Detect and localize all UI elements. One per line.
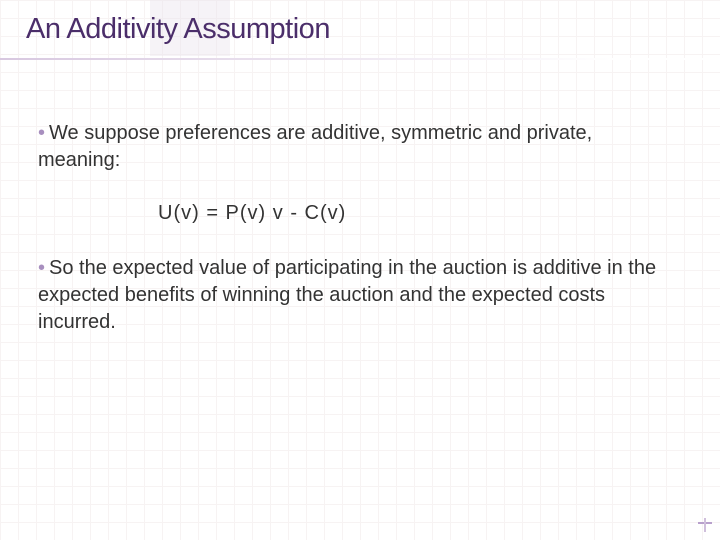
corner-accent-icon [692,512,712,532]
bullet-text: So the expected value of participating i… [38,257,656,333]
slide-title: An Additivity Assumption [0,13,330,46]
bullet-dot-icon: • [38,122,45,144]
formula-text: U(v) = P(v) v - C(v) [158,202,680,225]
title-underline [0,58,720,60]
bullet-dot-icon: • [38,257,45,279]
title-bar: An Additivity Assumption [0,0,720,58]
bullet-item: •So the expected value of participating … [38,255,680,336]
bullet-item: •We suppose preferences are additive, sy… [38,120,680,174]
bullet-text: We suppose preferences are additive, sym… [38,122,592,171]
slide-body: •We suppose preferences are additive, sy… [38,120,680,364]
